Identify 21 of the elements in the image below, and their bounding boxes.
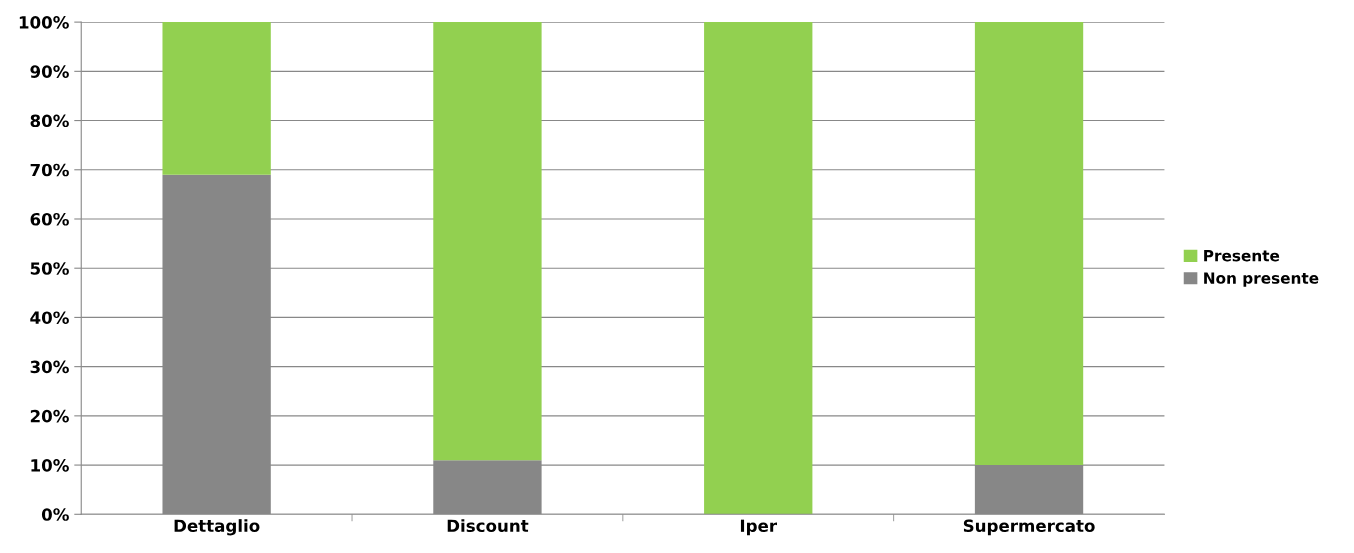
y-tick-label: 0% xyxy=(41,508,69,521)
bar xyxy=(704,22,813,515)
y-tick-label: 20% xyxy=(30,409,69,423)
y-tick-label: 30% xyxy=(30,360,69,374)
y-tick-label: 40% xyxy=(30,311,69,324)
y-tick-label: 90% xyxy=(30,65,69,78)
y-tick-label: 50% xyxy=(30,262,69,275)
y-tick-label: 100% xyxy=(19,16,69,29)
y-tick-label: 10% xyxy=(31,459,69,472)
bar xyxy=(974,22,1084,466)
bar xyxy=(433,22,542,461)
x-tick-label: Dettaglio xyxy=(174,519,260,536)
legend-label: Non presente xyxy=(1204,272,1319,287)
x-tick-label: Discount xyxy=(447,519,529,533)
y-tick-label: 60% xyxy=(30,212,69,226)
y-tick-label: 70% xyxy=(30,163,69,177)
y-tick-label: 80% xyxy=(30,114,69,128)
x-tick-label: Iper xyxy=(740,519,778,536)
legend-label: Presente xyxy=(1204,250,1280,262)
bar xyxy=(162,22,271,175)
x-tick-label: Supermercato xyxy=(963,519,1095,536)
